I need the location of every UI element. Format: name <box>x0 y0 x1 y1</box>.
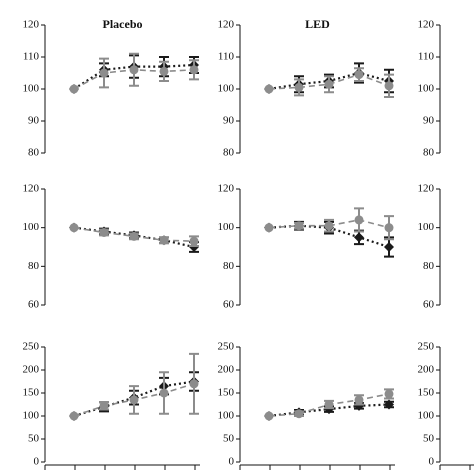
y-tick-label: 80 <box>28 260 40 272</box>
y-tick-label: 120 <box>23 19 40 31</box>
marker <box>324 79 334 89</box>
marker <box>69 223 79 233</box>
marker <box>99 228 109 237</box>
y-tick-label: 100 <box>23 221 40 233</box>
y-tick-label: 80 <box>223 260 235 272</box>
y-tick-label: 250 <box>23 341 40 353</box>
y-tick-label: 150 <box>23 387 40 399</box>
y-tick-label: 150 <box>218 387 235 399</box>
marker <box>189 236 199 246</box>
y-tick-label: 120 <box>418 183 435 195</box>
marker <box>159 66 169 76</box>
y-tick-label: 60 <box>223 299 235 311</box>
y-tick-label: 100 <box>23 410 40 422</box>
y-tick-label: 60 <box>28 299 40 311</box>
panel-title: Placebo <box>103 17 143 31</box>
y-tick-label: 60 <box>423 299 435 311</box>
panel-title: LED <box>305 17 330 31</box>
y-tick-label: 120 <box>23 183 40 195</box>
y-tick-label: 100 <box>418 410 435 422</box>
marker <box>264 223 274 233</box>
y-tick-label: 50 <box>423 433 435 445</box>
y-tick-label: 80 <box>223 147 235 159</box>
y-tick-label: 90 <box>28 115 40 127</box>
y-tick-label: 120 <box>418 19 435 31</box>
marker <box>69 411 79 421</box>
y-tick-label: 90 <box>223 115 235 127</box>
marker <box>129 395 139 405</box>
marker <box>324 221 334 231</box>
y-tick-label: 200 <box>23 364 40 376</box>
y-tick-label: 110 <box>418 51 435 63</box>
marker <box>354 232 364 243</box>
y-tick-label: 120 <box>218 183 235 195</box>
y-tick-label: 250 <box>418 341 435 353</box>
y-tick-label: 50 <box>28 433 40 445</box>
marker <box>354 70 364 80</box>
y-tick-label: 250 <box>218 341 235 353</box>
marker <box>264 411 274 421</box>
marker <box>129 231 139 241</box>
marker <box>384 399 394 410</box>
y-tick-label: 100 <box>218 83 235 95</box>
marker <box>354 395 364 405</box>
marker <box>384 389 394 399</box>
marker <box>384 223 394 233</box>
marker <box>129 65 139 75</box>
marker <box>99 401 109 411</box>
marker <box>159 235 169 245</box>
marker <box>159 388 169 398</box>
y-tick-label: 120 <box>218 19 235 31</box>
marker <box>294 221 304 231</box>
marker <box>99 68 109 78</box>
y-tick-label: 80 <box>423 147 435 159</box>
y-tick-label: 150 <box>418 387 435 399</box>
marker <box>294 409 304 419</box>
marker <box>384 242 394 252</box>
marker <box>294 82 304 92</box>
marker <box>69 84 79 94</box>
marker <box>384 81 394 91</box>
y-tick-label: 100 <box>218 221 235 233</box>
y-tick-label: 200 <box>218 364 235 376</box>
y-tick-label: 0 <box>429 456 435 468</box>
y-tick-label: 200 <box>418 364 435 376</box>
marker <box>189 65 199 75</box>
marker <box>264 84 274 94</box>
y-tick-label: 100 <box>418 83 435 95</box>
y-tick-label: 0 <box>34 456 40 468</box>
y-tick-label: 50 <box>223 433 235 445</box>
y-tick-label: 100 <box>418 221 435 233</box>
marker <box>189 379 199 389</box>
y-tick-label: 100 <box>23 83 40 95</box>
y-tick-label: 0 <box>229 456 235 468</box>
y-tick-label: 100 <box>218 410 235 422</box>
marker <box>324 400 334 409</box>
y-tick-label: 90 <box>423 115 435 127</box>
y-tick-label: 110 <box>218 51 235 63</box>
y-tick-label: 80 <box>28 147 40 159</box>
y-tick-label: 80 <box>423 260 435 272</box>
marker <box>354 215 364 225</box>
y-tick-label: 110 <box>23 51 40 63</box>
